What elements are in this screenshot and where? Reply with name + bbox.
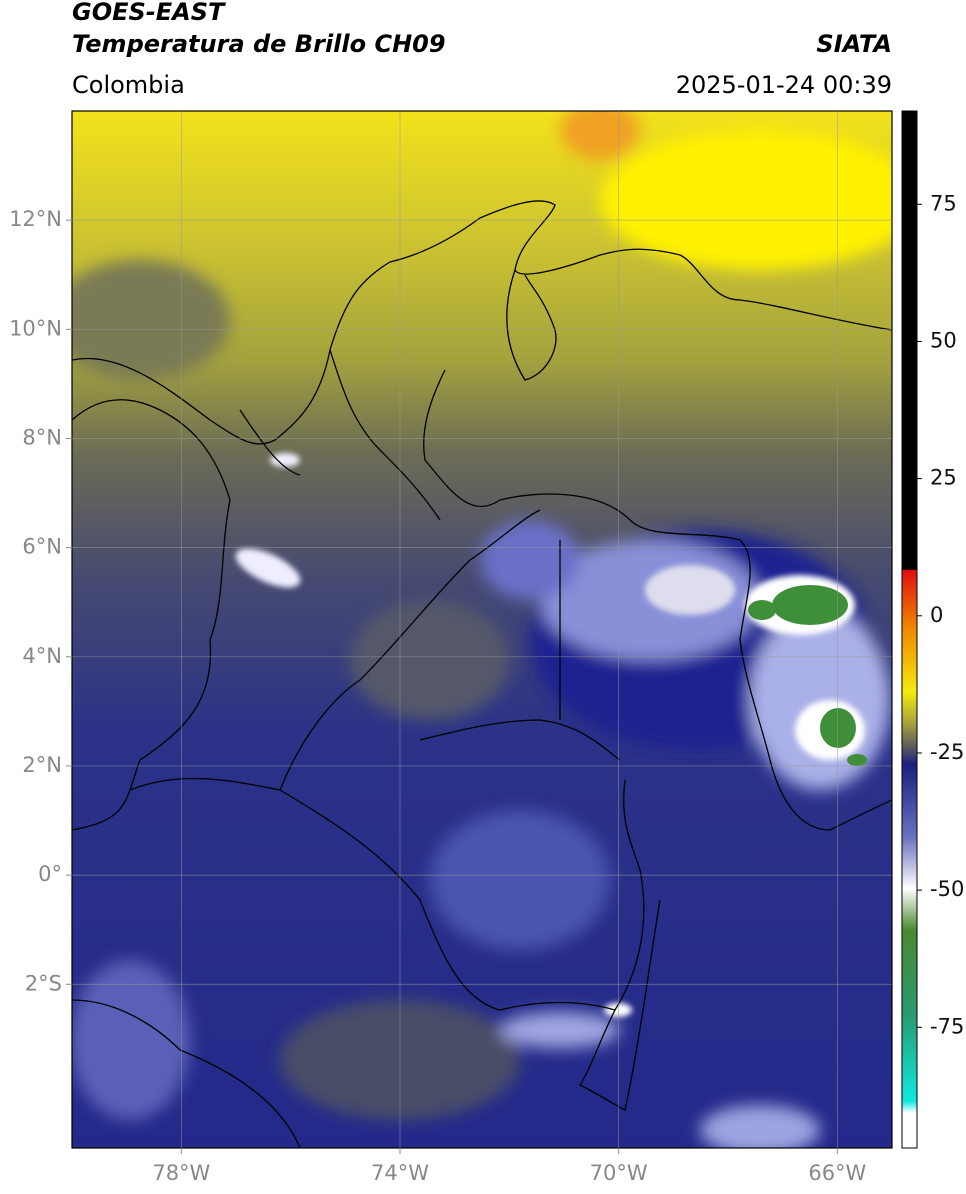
title: GOES-EAST [72,0,226,26]
y-tick-label: 0° [38,862,62,886]
colorbar-tick-label: 0 [930,603,943,627]
x-tick-label: 78°W [152,1161,210,1185]
colorbar-tick-label: 75 [930,191,957,215]
x-tick-label: 70°W [590,1161,648,1185]
datetime: 2025-01-24 00:39 [676,71,892,99]
map-image [72,111,892,1148]
y-tick-label: 12°N [9,207,62,231]
y-tick-label: 2°S [25,971,62,995]
map-frame [71,110,893,1149]
y-tick-label: 2°N [22,753,62,777]
region: Colombia [72,71,185,99]
colorbar-tick-label: 50 [930,328,957,352]
x-tick-label: 66°W [808,1161,866,1185]
y-tick-label: 10°N [9,316,62,340]
subtitle: Temperatura de Brillo CH09 [72,30,446,58]
y-tick-label: 6°N [22,535,62,559]
source: SIATA [816,30,892,58]
colorbar [901,110,918,1149]
x-tick-label: 74°W [371,1161,429,1185]
colorbar-tick-label: 25 [930,466,957,490]
colorbar-tick-label: -50 [930,877,964,901]
y-tick-label: 4°N [22,644,62,668]
y-tick-label: 8°N [22,425,62,449]
colorbar-tick-label: -75 [930,1014,964,1038]
colorbar-tick-label: -25 [930,740,964,764]
